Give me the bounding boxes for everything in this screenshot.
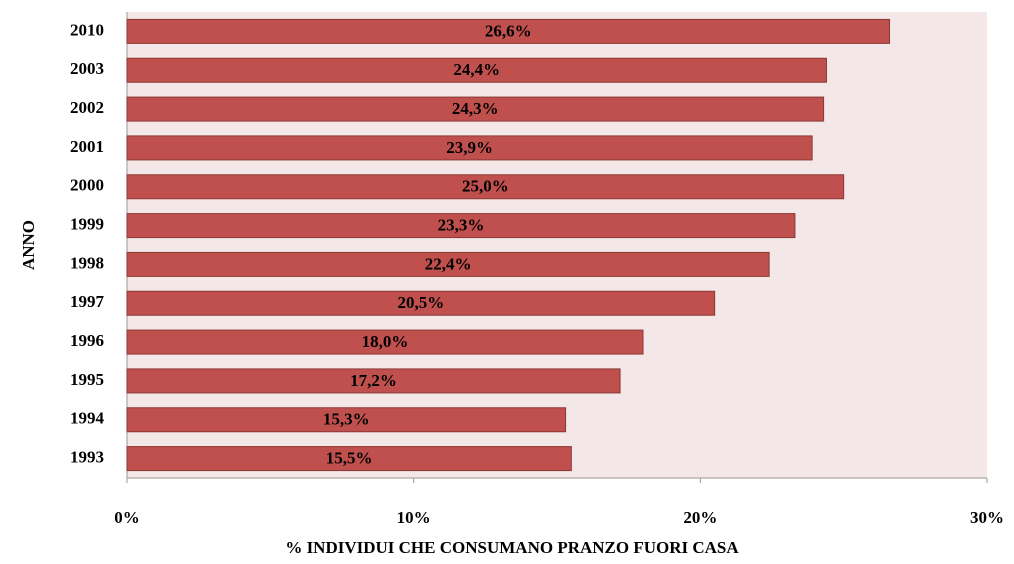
data-label: 23,9%	[446, 138, 493, 157]
bar	[126, 213, 796, 239]
data-label: 25,0%	[462, 177, 509, 196]
bar	[126, 96, 825, 122]
bar	[126, 135, 813, 161]
x-tick-label: 10%	[397, 508, 431, 527]
bar	[126, 57, 827, 83]
data-label: 24,4%	[453, 60, 500, 79]
y-tick-label: 2000	[70, 176, 104, 195]
bar	[126, 446, 572, 472]
y-tick-label: 1995	[70, 370, 104, 389]
data-label: 23,3%	[438, 215, 485, 234]
y-tick-label: 1999	[70, 214, 104, 233]
bar	[126, 329, 644, 355]
bar	[126, 174, 845, 200]
data-label: 18,0%	[362, 332, 409, 351]
data-label: 20,5%	[397, 293, 444, 312]
y-tick-label: 1998	[70, 253, 104, 272]
data-label: 24,3%	[452, 99, 499, 118]
bar	[126, 18, 891, 44]
y-tick-label: 1996	[70, 331, 104, 350]
data-label: 22,4%	[425, 254, 472, 273]
y-axis-title: ANNO	[19, 220, 38, 270]
bar	[126, 290, 716, 316]
y-tick-label: 1993	[70, 447, 104, 466]
x-tick-label: 0%	[114, 508, 140, 527]
bar	[126, 251, 770, 277]
data-label: 17,2%	[350, 371, 397, 390]
bar	[126, 368, 621, 394]
y-tick-label: 1997	[70, 292, 105, 311]
y-tick-label: 2003	[70, 59, 104, 78]
bar	[126, 407, 567, 433]
x-tick-label: 30%	[970, 508, 1004, 527]
x-axis-title: % INDIVIDUI CHE CONSUMANO PRANZO FUORI C…	[285, 538, 739, 557]
y-tick-label: 1994	[70, 409, 105, 428]
data-label: 26,6%	[485, 21, 532, 40]
y-tick-label: 2001	[70, 137, 104, 156]
data-label: 15,5%	[326, 448, 373, 467]
plot-area	[127, 12, 987, 478]
y-tick-label: 2010	[70, 20, 104, 39]
x-tick-label: 20%	[683, 508, 717, 527]
data-label: 15,3%	[323, 410, 370, 429]
y-tick-label: 2002	[70, 98, 104, 117]
